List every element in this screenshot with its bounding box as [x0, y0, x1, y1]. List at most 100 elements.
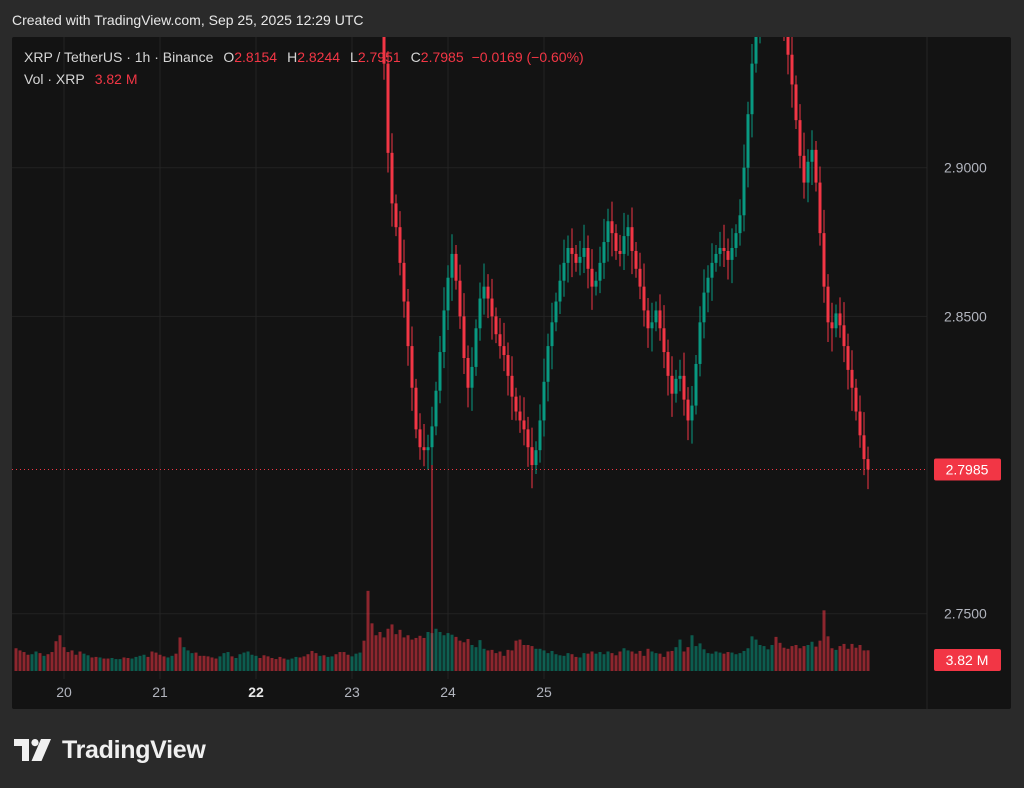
candle-body[interactable]	[838, 313, 842, 326]
candle-body[interactable]	[390, 152, 394, 204]
candle-body[interactable]	[470, 366, 474, 388]
candle-body[interactable]	[750, 63, 754, 115]
candle-body[interactable]	[510, 375, 514, 397]
candle-body[interactable]	[646, 310, 650, 329]
candle-body[interactable]	[650, 322, 654, 329]
candle-body[interactable]	[854, 387, 858, 412]
candle-body[interactable]	[630, 227, 634, 251]
candle-body[interactable]	[794, 84, 798, 121]
candle-body[interactable]	[682, 375, 686, 400]
candle-body[interactable]	[606, 221, 610, 243]
candle-body[interactable]	[658, 310, 662, 329]
candle-body[interactable]	[494, 316, 498, 335]
candle-body[interactable]	[490, 298, 494, 317]
candle-body[interactable]	[754, 37, 758, 64]
candle-body[interactable]	[790, 54, 794, 85]
candle-body[interactable]	[582, 247, 586, 257]
candle-body[interactable]	[394, 203, 398, 228]
candle-body[interactable]	[534, 450, 538, 466]
candle-body[interactable]	[498, 334, 502, 347]
candle-body[interactable]	[826, 286, 830, 323]
candle-body[interactable]	[514, 396, 518, 412]
candle-body[interactable]	[458, 280, 462, 317]
candle-body[interactable]	[430, 426, 434, 448]
candle-body[interactable]	[570, 247, 574, 254]
candle-body[interactable]	[598, 262, 602, 281]
candle-body[interactable]	[734, 233, 738, 248]
candle-body[interactable]	[670, 375, 674, 394]
candle-body[interactable]	[554, 301, 558, 323]
candle-body[interactable]	[662, 328, 666, 353]
candle-body[interactable]	[626, 227, 630, 237]
candle-body[interactable]	[810, 149, 814, 162]
candle-body[interactable]	[802, 155, 806, 183]
candle-body[interactable]	[634, 250, 638, 269]
candle-body[interactable]	[558, 280, 562, 302]
candle-body[interactable]	[726, 250, 730, 260]
candle-body[interactable]	[678, 375, 682, 379]
candle-body[interactable]	[402, 262, 406, 302]
candle-body[interactable]	[550, 322, 554, 347]
last-volume-badge[interactable]	[934, 649, 1001, 671]
candle-body[interactable]	[822, 233, 826, 287]
candle-body[interactable]	[538, 420, 542, 451]
candle-body[interactable]	[414, 387, 418, 430]
candle-body[interactable]	[806, 161, 810, 183]
candle-body[interactable]	[614, 233, 618, 251]
candle-body[interactable]	[486, 286, 490, 299]
candle-body[interactable]	[466, 358, 470, 388]
candle-body[interactable]	[862, 435, 866, 460]
candle-body[interactable]	[426, 447, 430, 451]
candle-body[interactable]	[858, 411, 862, 436]
candle-body[interactable]	[850, 369, 854, 388]
candle-body[interactable]	[530, 447, 534, 466]
candle-body[interactable]	[422, 447, 426, 451]
candle-body[interactable]	[738, 215, 742, 234]
candle-body[interactable]	[706, 277, 710, 293]
candle-body[interactable]	[842, 325, 846, 347]
last-price-badge[interactable]	[934, 458, 1001, 481]
candle-body[interactable]	[502, 346, 506, 356]
candle-body[interactable]	[730, 247, 734, 260]
candle-body[interactable]	[602, 242, 606, 263]
candle-body[interactable]	[450, 253, 454, 278]
candle-body[interactable]	[462, 316, 466, 359]
candle-body[interactable]	[574, 253, 578, 263]
candle-body[interactable]	[406, 301, 410, 347]
candle-body[interactable]	[446, 277, 450, 311]
candle-body[interactable]	[618, 250, 622, 254]
candle-body[interactable]	[586, 247, 590, 269]
candle-body[interactable]	[846, 346, 850, 370]
candle-body[interactable]	[666, 352, 670, 376]
candle-body[interactable]	[698, 322, 702, 364]
candle-body[interactable]	[714, 253, 718, 263]
candle-body[interactable]	[818, 182, 822, 234]
candle-body[interactable]	[814, 149, 818, 183]
symbol-title[interactable]: XRP / TetherUS · 1h · Binance	[24, 49, 214, 65]
candle-body[interactable]	[594, 280, 598, 287]
candle-body[interactable]	[482, 286, 486, 299]
candle-body[interactable]	[418, 429, 422, 448]
candle-body[interactable]	[398, 227, 402, 263]
candle-body[interactable]	[546, 346, 550, 382]
candle-body[interactable]	[622, 236, 626, 254]
candle-body[interactable]	[386, 63, 390, 153]
candle-body[interactable]	[442, 310, 446, 353]
candle-body[interactable]	[562, 262, 566, 281]
price-chart[interactable]: 3.05003.00002.95002.90002.85002.75002.70…	[12, 37, 1011, 709]
candle-body[interactable]	[834, 313, 838, 329]
candle-body[interactable]	[382, 37, 386, 64]
candle-body[interactable]	[522, 420, 526, 430]
candle-body[interactable]	[674, 378, 678, 394]
candle-body[interactable]	[694, 363, 698, 406]
candle-body[interactable]	[566, 247, 570, 263]
candle-body[interactable]	[654, 310, 658, 323]
volume-label[interactable]: Vol · XRP	[24, 71, 85, 87]
candle-body[interactable]	[710, 262, 714, 278]
candle-body[interactable]	[590, 268, 594, 287]
candle-body[interactable]	[690, 405, 694, 421]
tradingview-logo[interactable]: TradingView	[14, 734, 206, 766]
candle-body[interactable]	[786, 37, 790, 55]
candle-body[interactable]	[830, 322, 834, 329]
candle-body[interactable]	[798, 120, 802, 156]
